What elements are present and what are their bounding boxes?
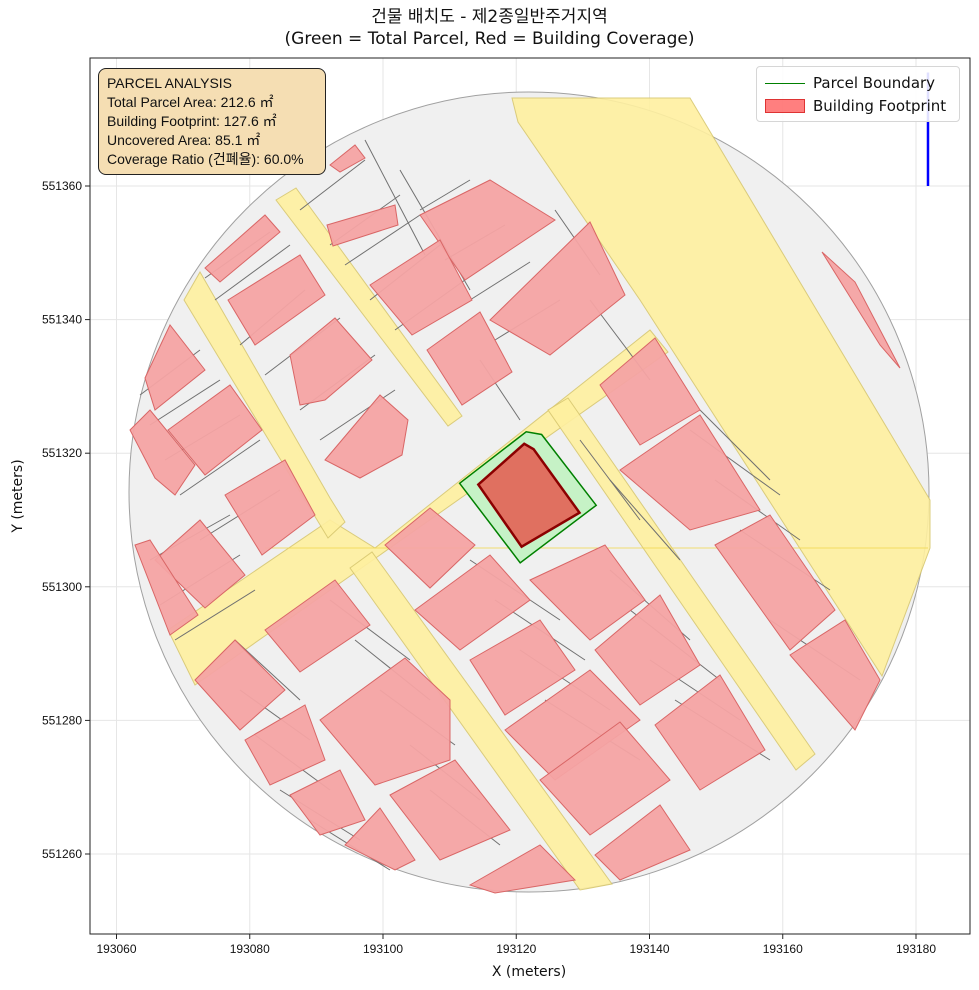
info-heading: PARCEL ANALYSIS [107,75,233,91]
neighbor-building [289,769,366,836]
legend-label-building-footprint: Building Footprint [813,97,947,115]
neighbor-building [654,674,766,791]
neighbor-building [389,759,511,861]
legend: Parcel Boundary Building Footprint [756,66,960,122]
x-tick-label: 193140 [629,942,669,956]
neighbor-building [594,594,701,706]
x-tick-label: 193180 [896,942,936,956]
parcel-boundary-line [234,639,301,701]
legend-item-parcel-boundary: Parcel Boundary [765,73,935,93]
neighbor-building [468,844,577,894]
parcel-boundary-line [609,479,681,561]
x-tick-label: 193120 [496,942,536,956]
x-tick-label: 193100 [363,942,403,956]
y-tick-label: 551260 [42,847,82,861]
neighbor-building [594,804,691,881]
parcel-boundary-line [364,139,426,256]
neighbor-building [204,214,281,283]
neighbor-building [319,657,451,786]
neighbor-building [154,519,246,609]
info-building-footprint: Building Footprint: 127.6 ㎡ [107,113,277,129]
neighbor-building [134,539,199,636]
neighbor-building [344,807,416,871]
y-axis-label: Y (meters) [10,459,26,533]
neighbor-building [194,639,286,731]
parcel-boundary-line [149,379,221,426]
neighbor-building [326,204,399,247]
road-east-branch [547,397,816,771]
y-tick-label: 551280 [42,713,82,727]
neighbor-building [489,221,626,356]
legend-line-swatch [765,82,805,84]
neighbor-building [227,254,326,346]
parcel-boundary-line [179,439,261,496]
info-uncovered-area: Uncovered Area: 85.1 ㎡ [107,132,261,148]
parcel-boundary-line [174,589,256,641]
neighbor-building [821,251,901,369]
neighbor-building [167,384,263,476]
y-tick-label: 551340 [42,313,82,327]
chart-title: 건물 배치도 - 제2종일반주거지역 (Green = Total Parcel… [0,6,979,50]
legend-patch-swatch [765,99,805,113]
parcel-analysis-box: PARCEL ANALYSIS Total Parcel Area: 212.6… [98,68,326,175]
x-axis-ticks: 193060 193080 193100 193120 193140 193160 1931… [96,934,936,956]
neighbor-building [129,409,196,496]
neighbor-building [414,554,531,651]
road-south-branch [349,551,613,891]
parcel-boundary-line [469,261,531,301]
neighbor-building [529,544,646,641]
parcel-boundary-line [344,214,421,266]
neighbor-building [264,579,371,673]
neighbor-building [469,619,576,716]
plot-frame [89,57,971,935]
legend-item-building-footprint: Building Footprint [765,96,946,116]
info-total-parcel-area: Total Parcel Area: 212.6 ㎡ [107,94,274,110]
chart-title-line1: 건물 배치도 - 제2종일반주거지역 [371,7,608,27]
neighbor-building [324,394,409,479]
y-tick-label: 551360 [42,179,82,193]
x-tick-label: 193160 [763,942,803,956]
other-buildings [129,144,901,894]
neighbor-building [289,317,373,406]
parcel-boundary-line [419,179,471,211]
x-tick-label: 193060 [96,942,136,956]
neighbor-building [714,514,836,651]
neighbor-building [144,324,206,411]
neighbor-building [384,507,476,589]
target-building-footprint[interactable] [476,442,582,549]
neighbor-building [329,144,366,173]
neighbor-building [426,311,513,406]
neighbor-building [539,721,671,836]
neighbor-building [789,619,881,731]
parcel-boundary-line [299,159,366,211]
y-tick-label: 551300 [42,580,82,594]
x-axis-label: X (meters) [492,964,566,980]
neighbor-building [504,669,641,781]
neighbor-building [244,704,326,786]
y-axis-ticks: 551260 551280 551300 551320 551340 551360 [42,179,90,861]
parcel-boundary-line [699,409,771,481]
neighbor-building [369,239,473,336]
road-north-branch [275,187,463,427]
x-tick-label: 193080 [230,942,270,956]
legend-label-parcel-boundary: Parcel Boundary [813,74,936,92]
neighbor-building [619,414,761,531]
target-parcel-group [458,431,598,564]
parcel-boundary-line [214,244,291,301]
neighbor-building [599,337,701,446]
chart-title-line2: (Green = Total Parcel, Red = Building Co… [284,29,695,49]
road-diagonal-east [511,97,931,678]
neighbor-building [224,459,316,556]
info-coverage-ratio: Coverage Ratio (건폐율): 60.0% [107,151,304,167]
y-tick-label: 551320 [42,446,82,460]
